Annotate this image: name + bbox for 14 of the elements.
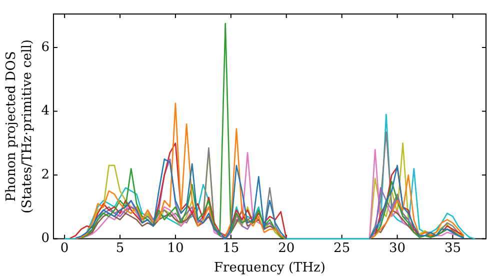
y-tick-label: 0: [41, 231, 50, 246]
x-tick-label: 20: [278, 240, 295, 256]
y-tick-label: 6: [41, 40, 50, 55]
x-tick-label: 25: [334, 240, 350, 256]
y-tick-label: 4: [41, 104, 50, 119]
x-axis-title: Frequency (THz): [214, 260, 326, 276]
x-tick-label: 35: [444, 240, 461, 256]
x-tick-label: 15: [222, 240, 240, 256]
x-tick-label: 0: [60, 240, 69, 256]
x-tick-label: 5: [116, 240, 124, 256]
y-axis-title: Phonon projected DOS (States/THz·primitive cell): [4, 39, 35, 214]
x-tick-label: 30: [389, 240, 406, 256]
x-tick-label: 10: [167, 240, 184, 256]
y-tick-label: 2: [41, 167, 50, 182]
